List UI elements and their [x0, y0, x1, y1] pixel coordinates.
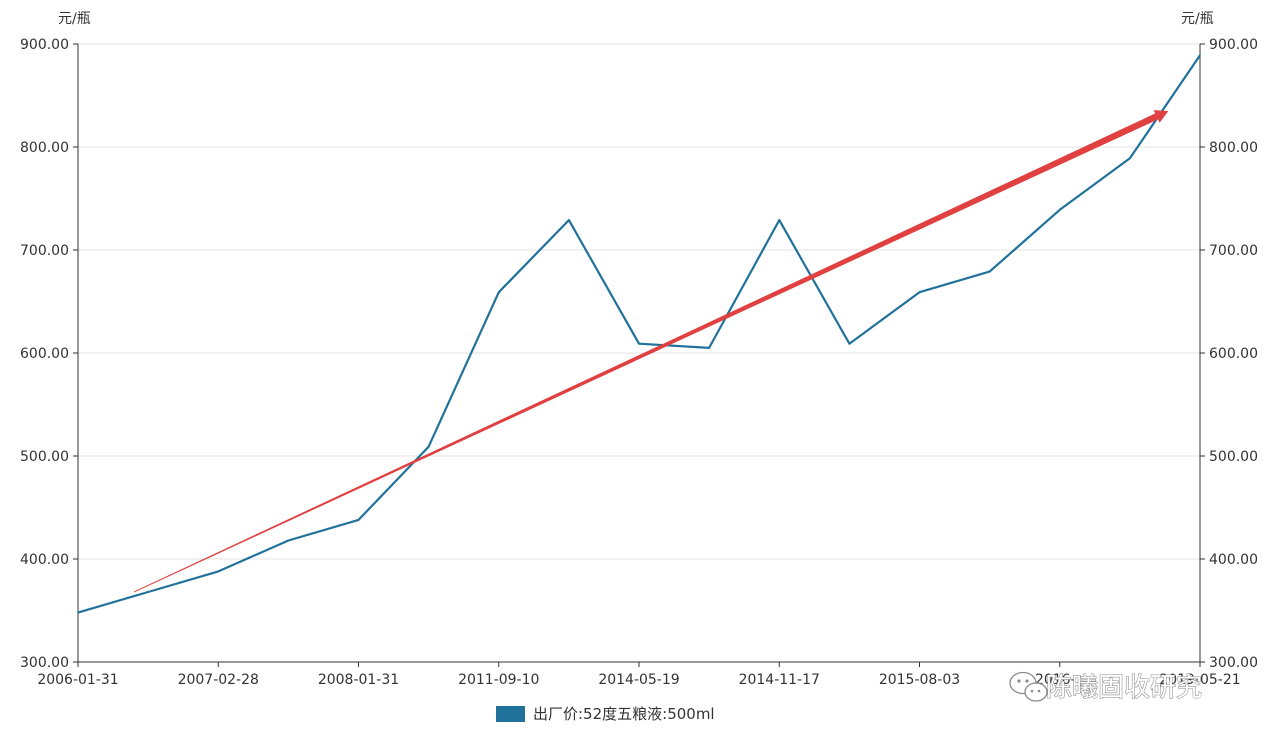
trend-arrow-shaft — [133, 113, 1158, 593]
left-y-tick-label: 900.00 — [20, 37, 69, 53]
x-tick-label: 2015-08-03 — [879, 672, 960, 688]
x-tick-label: 2016-.. — [1035, 672, 1085, 688]
right-y-axis-unit: 元/瓶 — [1181, 11, 1214, 27]
series-layer — [77, 54, 1201, 614]
x-tick-label: 2007-02-28 — [178, 672, 259, 688]
right-y-tick-label: 700.00 — [1209, 243, 1258, 259]
right-y-tick-label: 900.00 — [1209, 37, 1258, 53]
x-tick-label: 2014-11-17 — [739, 672, 820, 688]
data-point — [638, 342, 640, 345]
data-point — [1129, 157, 1131, 160]
data-point — [1199, 54, 1201, 57]
data-point — [497, 291, 500, 294]
data-point — [427, 445, 430, 448]
left-y-tick-label: 600.00 — [20, 346, 69, 362]
data-point — [848, 342, 851, 345]
annotation-layer — [133, 110, 1169, 593]
data-point — [778, 219, 781, 221]
wechat-icon — [1009, 671, 1048, 702]
data-point — [568, 219, 570, 221]
left-y-tick-label: 700.00 — [20, 243, 69, 259]
right-y-tick-label: 500.00 — [1209, 449, 1258, 465]
x-tick-label: 2006-01-31 — [37, 672, 118, 688]
left-y-axis-unit: 元/瓶 — [58, 11, 91, 27]
data-point — [357, 519, 360, 521]
left-y-tick-labels: 300.00 400.00 500.00 600.00 700.00 800.00 900.… — [20, 37, 78, 671]
legend-label: 出厂价:52度五粮液:500ml — [533, 705, 715, 723]
right-y-tick-label: 600.00 — [1209, 346, 1258, 362]
data-point — [1058, 209, 1061, 211]
data-point — [708, 347, 710, 349]
data-point — [217, 570, 220, 573]
grid-lines — [78, 43, 1200, 560]
left-y-tick-label: 800.00 — [20, 140, 69, 156]
right-y-tick-label: 400.00 — [1209, 552, 1258, 568]
legend-swatch — [496, 706, 525, 722]
data-point — [147, 591, 149, 593]
watermark-text: 陈曦固收研究 — [1046, 673, 1202, 703]
data-point — [918, 291, 921, 294]
data-point — [988, 270, 991, 273]
x-tick-label: 2014-05-19 — [598, 672, 679, 688]
legend[interactable]: 出厂价:52度五粮液:500ml — [496, 705, 715, 723]
right-y-tick-label: 800.00 — [1209, 140, 1258, 156]
left-y-tick-label: 500.00 — [20, 449, 69, 465]
data-point — [77, 611, 79, 614]
data-point — [287, 539, 290, 542]
right-y-tick-labels: 300.00 400.00 500.00 600.00 700.00 800.00 900.… — [1200, 37, 1258, 671]
left-y-tick-label: 300.00 — [20, 655, 69, 671]
x-tick-label: 2011-09-10 — [458, 672, 539, 688]
x-tick-label: 2019-05-21 — [1159, 672, 1240, 688]
series-line-0 — [77, 54, 1201, 614]
trend-arrow-head — [1153, 110, 1169, 123]
left-y-tick-label: 400.00 — [20, 552, 69, 568]
x-tick-labels: 2006-01-31 2007-02-28 2008-01-31 2011-09-10… — [37, 662, 1241, 688]
x-tick-label: 2008-01-31 — [318, 672, 399, 688]
right-y-tick-label: 300.00 — [1209, 655, 1258, 671]
watermark: 陈曦固收研究 — [1009, 671, 1203, 704]
